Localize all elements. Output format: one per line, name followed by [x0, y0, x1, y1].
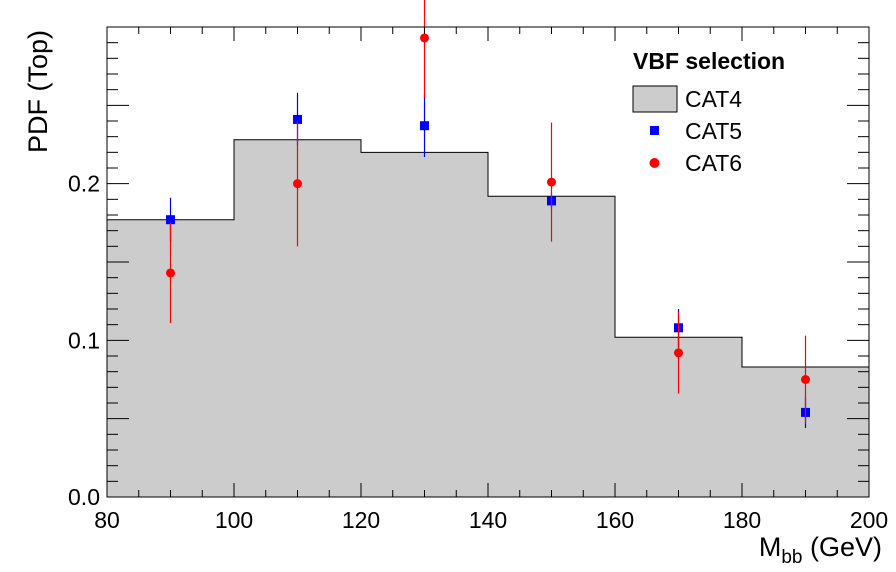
cat5-point [293, 114, 302, 124]
legend-label-cat4: CAT4 [685, 86, 742, 112]
legend: VBF selection CAT4 CAT5 CAT6 [632, 48, 785, 176]
legend-title: VBF selection [633, 48, 785, 74]
cat4-outline [107, 139, 869, 368]
x-tick-label: 80 [94, 507, 120, 533]
cat6-point [420, 33, 429, 43]
y-tick-label: 0.1 [68, 327, 100, 353]
cat4-bar [488, 196, 615, 497]
y-axis-title: PDF (Top) [23, 30, 53, 153]
legend-swatch-cat4 [632, 85, 678, 113]
plot-area [107, 0, 869, 498]
legend-marker-cat6 [649, 158, 660, 168]
legend-label-cat5: CAT5 [685, 118, 742, 144]
axes: 80 100 120 140 160 180 200 0.0 0.1 0.2 [68, 26, 888, 533]
cat6-point [801, 375, 810, 384]
x-tick-label: 160 [596, 507, 634, 533]
cat6-point [547, 177, 556, 187]
x-tick-label: 120 [342, 507, 380, 533]
legend-label-cat6: CAT6 [685, 150, 742, 176]
x-tick-label: 180 [723, 507, 761, 533]
cat6-point [293, 179, 302, 189]
cat6-point [166, 268, 175, 278]
legend-marker-cat5 [650, 126, 659, 135]
cat5-point [420, 121, 429, 131]
x-tick-label: 100 [215, 507, 253, 533]
y-tick-label: 0.0 [68, 484, 100, 510]
cat6-point [674, 348, 683, 358]
cat5-point [166, 215, 175, 225]
x-tick-label: 140 [469, 507, 507, 533]
x-axis-title: Mbb (GeV) [759, 532, 882, 568]
x-tick-label: 200 [850, 507, 888, 533]
y-tick-label: 0.2 [68, 171, 100, 197]
cat4-bar [361, 152, 488, 498]
